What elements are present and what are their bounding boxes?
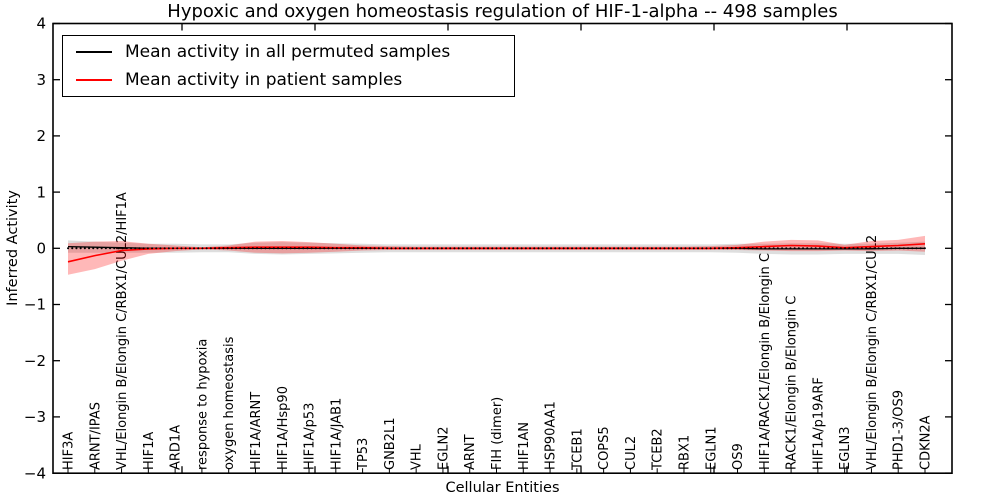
y-tick-labels: 4 3 2 1 0 −1 −2 −3 −4 — [24, 15, 46, 483]
x-category-label: FIH (dimer) — [490, 397, 505, 470]
legend: Mean activity in all permuted samples Me… — [62, 35, 515, 97]
y-tick-label: −2 — [24, 352, 46, 370]
patient-band — [68, 235, 925, 275]
x-category-label: oxygen homeostasis — [222, 336, 237, 470]
x-category-label: HIF1A/RACK1/Elongin B/Elongin C — [758, 253, 773, 470]
x-category-label: EGLN1 — [704, 426, 719, 470]
x-category-label: CDKN2A — [919, 415, 934, 470]
y-tick-label: −1 — [24, 296, 46, 314]
x-category-label: COPS5 — [597, 426, 612, 470]
y-tick-label: 2 — [36, 127, 46, 145]
y-ticks — [53, 22, 952, 474]
x-category-label: TCEB1 — [570, 428, 585, 471]
legend-line-permuted-icon — [76, 50, 112, 53]
x-category-label: TCEB2 — [651, 428, 666, 471]
x-category-label: RBX1 — [678, 435, 693, 470]
x-category-ticks — [67, 468, 926, 474]
x-category-label: EGLN3 — [838, 426, 853, 470]
chart-title: Hypoxic and oxygen homeostasis regulatio… — [167, 1, 838, 22]
legend-item-patient: Mean activity in patient samples — [63, 68, 514, 93]
x-category-label: ARD1A — [169, 425, 184, 470]
x-category-label: HIF1A — [142, 432, 157, 470]
x-category-label: HIF1A/JAB1 — [329, 398, 344, 470]
x-category-label: CUL2 — [624, 436, 639, 470]
legend-item-permuted: Mean activity in all permuted samples — [63, 39, 514, 64]
x-major-ticks — [181, 23, 848, 474]
x-category-label: VHL/Elongin B/Elongin C/RBX1/CUL2 — [865, 235, 880, 470]
x-category-label: RACK1/Elongin B/Elongin C — [785, 296, 800, 470]
x-category-label: HIF1A/Hsp90 — [276, 386, 291, 470]
x-category-label: HIF1A/p53 — [303, 403, 318, 470]
x-category-label: VHL — [410, 443, 425, 470]
legend-label-permuted: Mean activity in all permuted samples — [125, 41, 451, 62]
x-category-label: response to hypoxia — [195, 339, 210, 470]
x-category-label: ARNT — [463, 434, 478, 470]
y-tick-label: −4 — [24, 464, 46, 482]
x-category-labels: HIF3A ARNT/IPAS VHL/Elongin B/Elongin C/RB… — [62, 192, 934, 471]
x-category-label: HIF3A — [62, 432, 77, 470]
x-category-label: HIF1A/ARNT — [249, 392, 264, 470]
y-tick-label: 1 — [36, 183, 46, 201]
x-category-label: TP53 — [356, 438, 371, 471]
y-tick-label: 3 — [36, 71, 46, 89]
y-axis-label: Inferred Activity — [5, 190, 21, 306]
x-axis-label: Cellular Entities — [445, 480, 560, 496]
x-category-label: GNB2L1 — [383, 417, 398, 470]
x-category-label: HIF1AN — [517, 422, 532, 470]
legend-line-patient-icon — [76, 79, 112, 82]
y-tick-label: 0 — [36, 240, 46, 258]
x-category-label: VHL/Elongin B/Elongin C/RBX1/CUL2/HIF1A — [115, 192, 130, 470]
x-category-label: PHD1-3/OS9 — [892, 390, 907, 470]
x-category-label: EGLN2 — [436, 426, 451, 470]
x-category-label: HSP90AA1 — [544, 401, 559, 470]
legend-label-patient: Mean activity in patient samples — [125, 70, 403, 91]
x-category-label: HIF1A/p19ARF — [811, 377, 826, 470]
y-tick-label: 4 — [36, 15, 46, 33]
y-tick-label: −3 — [24, 408, 46, 426]
x-category-label: ARNT/IPAS — [88, 402, 103, 470]
x-category-label: OS9 — [731, 443, 746, 470]
